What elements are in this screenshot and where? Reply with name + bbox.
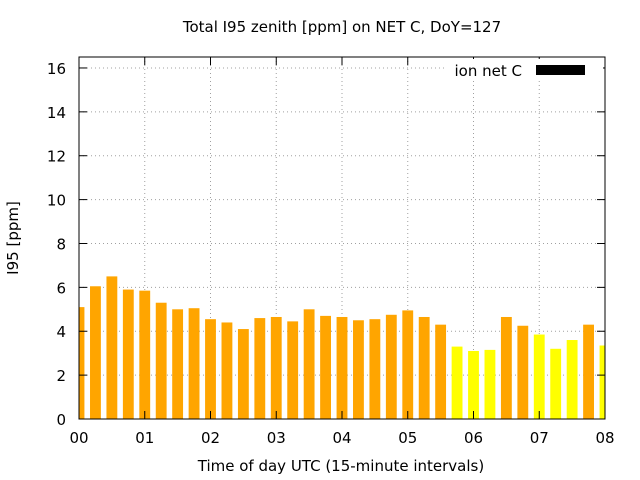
- y-tick-label: 2: [56, 367, 66, 385]
- bar: [287, 321, 299, 419]
- y-tick-label: 16: [47, 60, 66, 78]
- bar: [221, 322, 233, 419]
- bar: [155, 302, 167, 419]
- y-axis-label: I95 [ppm]: [4, 201, 22, 275]
- bar: [566, 340, 578, 419]
- bar: [484, 349, 496, 419]
- bar: [550, 348, 562, 419]
- bar: [205, 319, 216, 419]
- x-tick-label: 01: [135, 429, 154, 447]
- bar: [79, 307, 85, 419]
- bar: [106, 276, 118, 419]
- bar: [435, 324, 447, 419]
- bar: [139, 290, 151, 419]
- bar: [303, 309, 315, 419]
- bar: [468, 350, 479, 419]
- bar: [254, 318, 266, 419]
- x-tick-label: 00: [69, 429, 88, 447]
- y-tick-label: 8: [56, 235, 66, 253]
- y-tick-label: 0: [56, 411, 66, 429]
- x-tick-label: 08: [595, 429, 614, 447]
- legend: ion net C: [446, 59, 603, 81]
- x-tick-label: 03: [267, 429, 286, 447]
- bar: [237, 329, 249, 419]
- x-tick-label: 07: [530, 429, 549, 447]
- y-tick-label: 12: [47, 148, 66, 166]
- bar: [172, 309, 184, 419]
- bar: [583, 324, 594, 419]
- x-axis-label: Time of day UTC (15-minute intervals): [197, 457, 484, 475]
- legend-swatch: [536, 65, 585, 75]
- bar: [451, 346, 463, 419]
- bar: [369, 319, 381, 419]
- grid: [79, 57, 605, 419]
- x-tick-label: 05: [398, 429, 417, 447]
- bar: [270, 316, 282, 419]
- bar: [500, 316, 512, 419]
- y-tick-label: 6: [56, 279, 66, 297]
- bar: [122, 289, 134, 419]
- legend-label: ion net C: [455, 62, 522, 80]
- bar: [517, 325, 529, 419]
- y-tick-label: 4: [56, 323, 66, 341]
- y-tick-label: 14: [47, 104, 66, 122]
- x-tick-label: 02: [201, 429, 220, 447]
- bar: [353, 320, 364, 419]
- bar: [188, 308, 200, 419]
- bar: [533, 334, 545, 419]
- bar: [320, 315, 331, 419]
- x-tick-label: 04: [332, 429, 351, 447]
- bar: [90, 286, 101, 419]
- bar: [385, 314, 397, 419]
- bars: [79, 276, 605, 419]
- bar: [599, 345, 605, 419]
- legend-bg: [446, 59, 603, 81]
- bar: [418, 316, 430, 419]
- chart-title: Total I95 zenith [ppm] on NET C, DoY=127: [182, 18, 501, 36]
- x-tick-label: 06: [464, 429, 483, 447]
- y-tick-label: 10: [47, 192, 66, 210]
- bar: [336, 316, 348, 419]
- bar: [402, 310, 414, 419]
